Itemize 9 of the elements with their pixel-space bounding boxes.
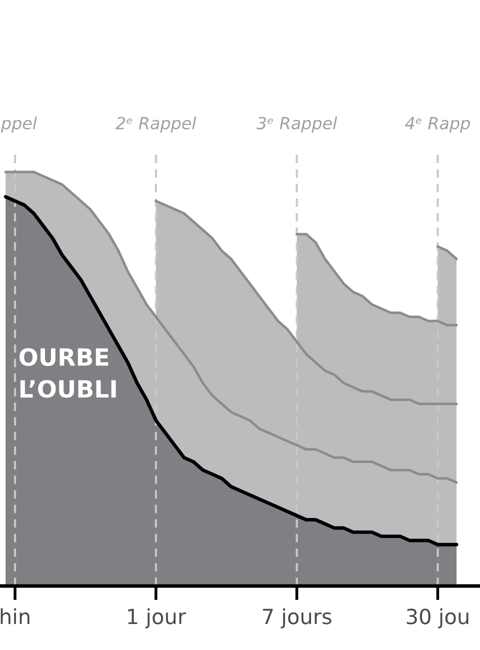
ref-line-label: ppel [0, 116, 37, 133]
annotation: OURBE L’OUBLI [19, 348, 116, 398]
ref-line-label: 2ᵉ Rappel [116, 116, 196, 133]
x-tick-label: hin [0, 608, 30, 624]
ref-line-label: 3ᵉ Rappel [256, 116, 338, 133]
x-tick-label: 30 jou [406, 608, 468, 628]
x-tick-label: 1 jour [128, 608, 186, 628]
x-tick-label: 7 jours [263, 608, 332, 628]
ref-line-label: 4ᵉ Rapp [405, 117, 470, 133]
